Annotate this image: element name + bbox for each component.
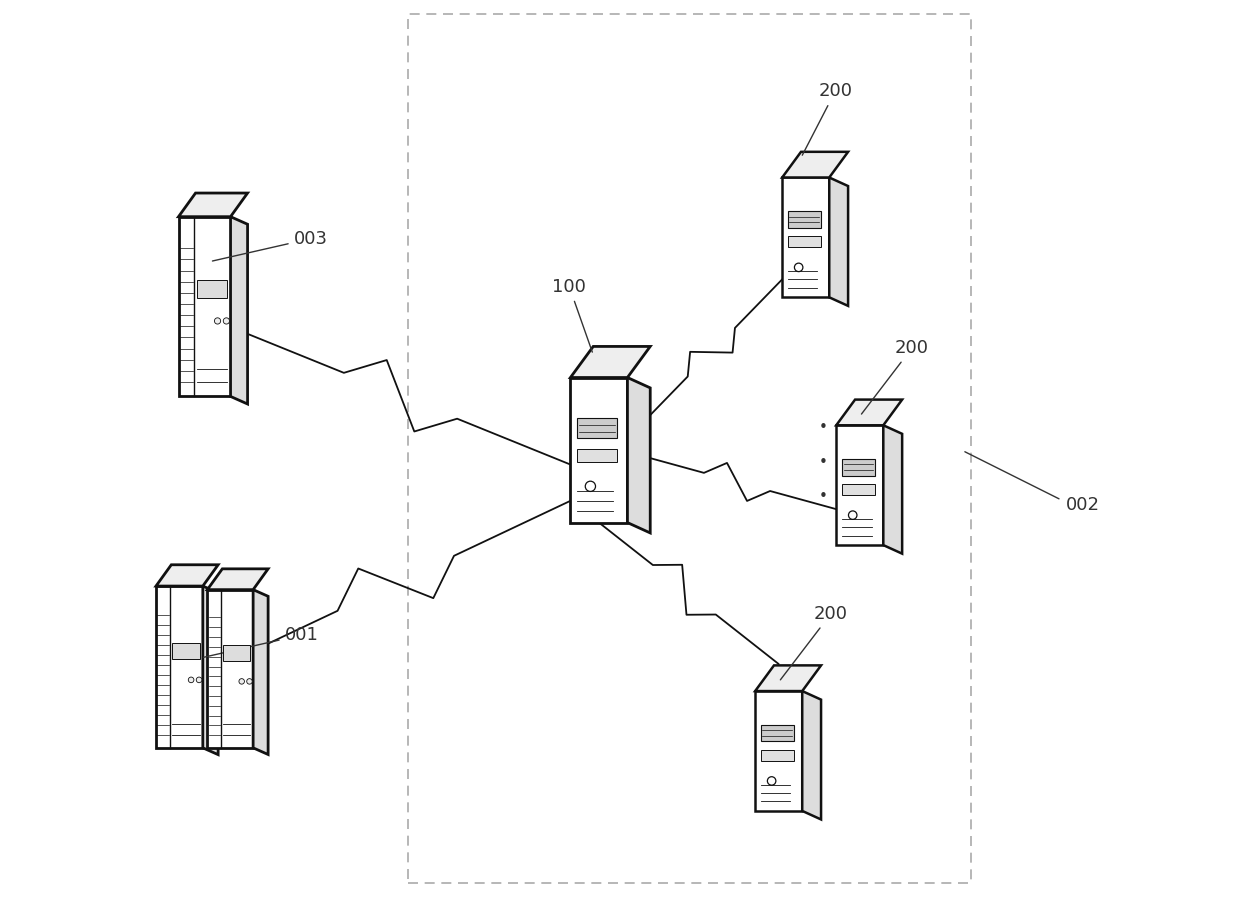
Polygon shape [179,193,248,216]
Polygon shape [203,586,218,755]
Polygon shape [570,378,627,523]
Polygon shape [787,211,821,228]
Polygon shape [156,565,218,586]
Polygon shape [842,484,875,495]
Polygon shape [627,378,650,533]
Polygon shape [842,459,875,476]
Polygon shape [782,151,848,177]
Circle shape [188,677,193,683]
Polygon shape [156,586,203,748]
Polygon shape [802,691,821,820]
Text: 002: 002 [1066,496,1100,514]
Text: 200: 200 [862,339,929,414]
Circle shape [768,777,776,785]
Polygon shape [836,400,903,425]
Polygon shape [830,177,848,305]
Polygon shape [787,236,821,247]
Polygon shape [207,589,253,748]
Polygon shape [836,425,883,545]
Polygon shape [172,642,200,659]
Polygon shape [179,216,231,396]
Polygon shape [207,569,268,589]
Circle shape [223,318,229,324]
Text: 200: 200 [802,82,852,155]
Polygon shape [883,425,903,553]
Polygon shape [755,691,802,811]
Text: 003: 003 [212,230,327,261]
Circle shape [196,677,202,683]
Polygon shape [782,177,830,297]
Circle shape [795,263,802,271]
Polygon shape [231,216,248,404]
Polygon shape [578,449,618,461]
Polygon shape [253,589,268,754]
Polygon shape [223,645,250,660]
Polygon shape [570,347,650,378]
Polygon shape [755,665,821,691]
Text: 200: 200 [780,605,848,680]
Polygon shape [197,279,227,297]
Text: •: • [818,421,827,435]
Text: •: • [818,489,827,504]
Polygon shape [578,418,618,439]
Circle shape [585,481,595,491]
Circle shape [239,678,244,684]
Polygon shape [761,750,794,760]
Polygon shape [761,724,794,742]
Circle shape [848,511,857,519]
Text: 100: 100 [553,278,593,352]
Circle shape [247,678,252,684]
Text: 001: 001 [203,626,319,658]
Text: •: • [818,455,827,469]
Circle shape [215,318,221,324]
